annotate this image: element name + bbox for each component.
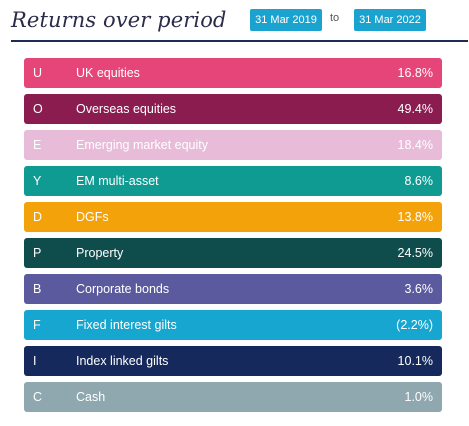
row-value: 18.4% <box>397 138 433 152</box>
date-to-button[interactable]: 31 Mar 2022 <box>354 9 426 31</box>
row-emerging-market-equity[interactable]: E Emerging market equity 18.4% <box>24 130 442 160</box>
row-dgfs[interactable]: D DGFs 13.8% <box>24 202 442 232</box>
row-code: U <box>33 66 43 80</box>
row-uk-equities[interactable]: U UK equities 16.8% <box>24 58 442 88</box>
row-code: E <box>33 138 42 152</box>
row-label: UK equities <box>76 66 140 80</box>
row-label: Property <box>76 246 124 260</box>
row-code: O <box>33 102 43 116</box>
row-code: D <box>33 210 43 224</box>
row-label: Index linked gilts <box>76 354 169 368</box>
row-label: Cash <box>76 390 106 404</box>
row-label: Emerging market equity <box>76 138 209 152</box>
row-cash[interactable]: C Cash 1.0% <box>24 382 442 412</box>
row-index-linked-gilts[interactable]: I Index linked gilts 10.1% <box>24 346 442 376</box>
page-title: Returns over period <box>11 8 227 32</box>
row-property[interactable]: P Property 24.5% <box>24 238 442 268</box>
returns-list: U UK equities 16.8% O Overseas equities … <box>24 58 442 418</box>
row-code: I <box>33 354 37 368</box>
row-value: (2.2%) <box>396 318 433 332</box>
row-fixed-interest-gilts[interactable]: F Fixed interest gilts (2.2%) <box>24 310 442 340</box>
header-divider <box>11 40 468 42</box>
row-code: B <box>33 282 42 296</box>
row-value: 16.8% <box>397 66 433 80</box>
row-label: DGFs <box>76 210 109 224</box>
row-overseas-equities[interactable]: O Overseas equities 49.4% <box>24 94 442 124</box>
row-label: EM multi-asset <box>76 174 159 188</box>
row-value: 8.6% <box>404 174 434 188</box>
row-label: Fixed interest gilts <box>76 318 177 332</box>
to-label: to <box>330 12 340 24</box>
row-code: C <box>33 390 43 404</box>
row-value: 3.6% <box>404 282 434 296</box>
row-label: Overseas equities <box>76 102 177 116</box>
page-header: Returns over period 31 Mar 2019 to 31 Ma… <box>0 0 469 42</box>
row-corporate-bonds[interactable]: B Corporate bonds 3.6% <box>24 274 442 304</box>
date-from-button[interactable]: 31 Mar 2019 <box>250 9 322 31</box>
row-value: 49.4% <box>397 102 433 116</box>
row-code: P <box>33 246 42 260</box>
row-label: Corporate bonds <box>76 282 170 296</box>
row-code: Y <box>33 174 42 188</box>
row-value: 10.1% <box>397 354 433 368</box>
row-value: 1.0% <box>404 390 434 404</box>
row-value: 13.8% <box>397 210 433 224</box>
row-code: F <box>33 318 41 332</box>
row-em-multi-asset[interactable]: Y EM multi-asset 8.6% <box>24 166 442 196</box>
row-value: 24.5% <box>397 246 433 260</box>
